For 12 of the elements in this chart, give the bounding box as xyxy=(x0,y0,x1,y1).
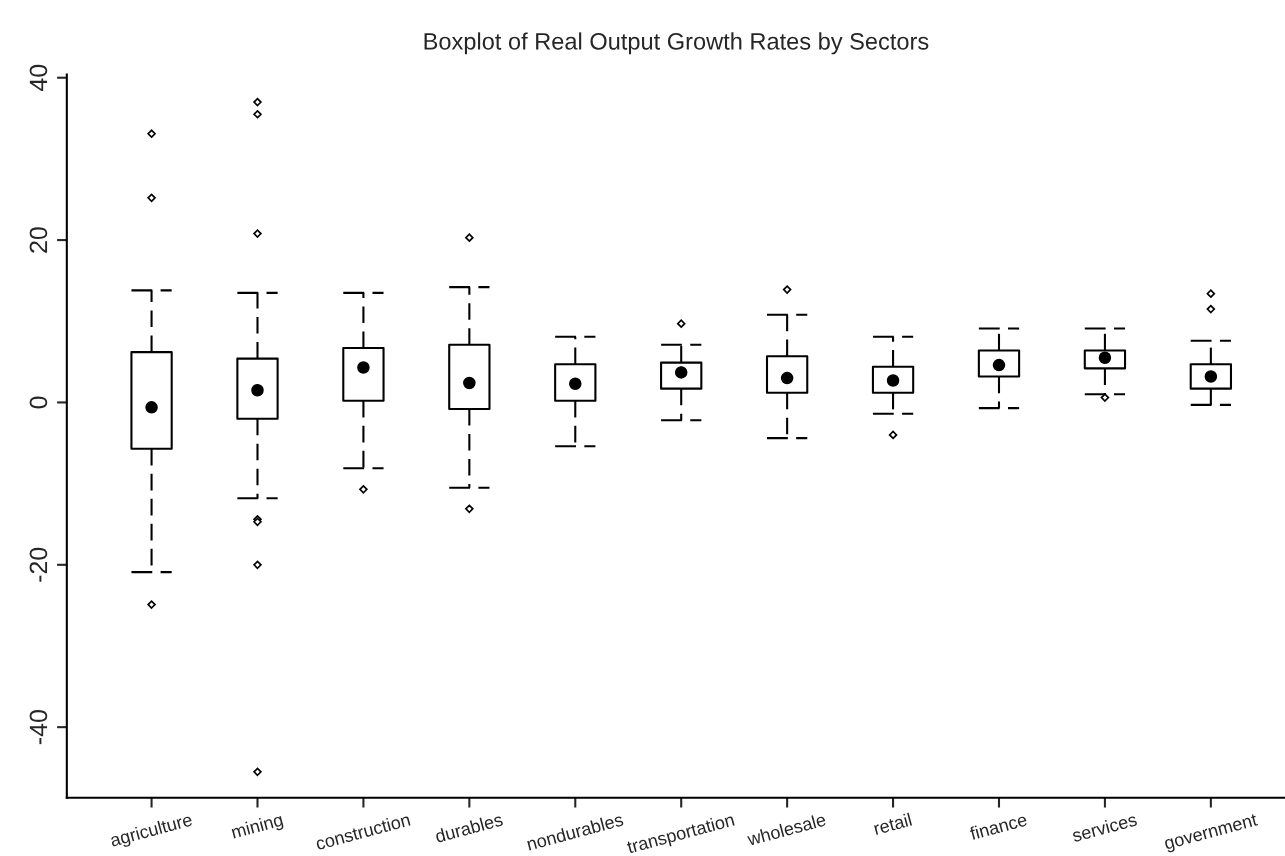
chart-title: Boxplot of Real Output Growth Rates by Sectors xyxy=(424,32,929,55)
x-tick-label: durables xyxy=(434,812,504,843)
x-tick-label: finance xyxy=(968,812,1028,841)
y-tick-label: 0 xyxy=(29,396,48,409)
y-tick-label: 20 xyxy=(29,227,48,253)
y-tick-label: 40 xyxy=(29,64,48,92)
y-tick-label: -40 xyxy=(29,710,48,745)
x-tick-label: services xyxy=(1071,812,1138,843)
x-tick-label: retail xyxy=(873,812,913,835)
y-tick-label: -20 xyxy=(29,547,48,582)
x-tick-label: wholesale xyxy=(746,812,827,846)
x-tick-label: mining xyxy=(230,812,285,843)
